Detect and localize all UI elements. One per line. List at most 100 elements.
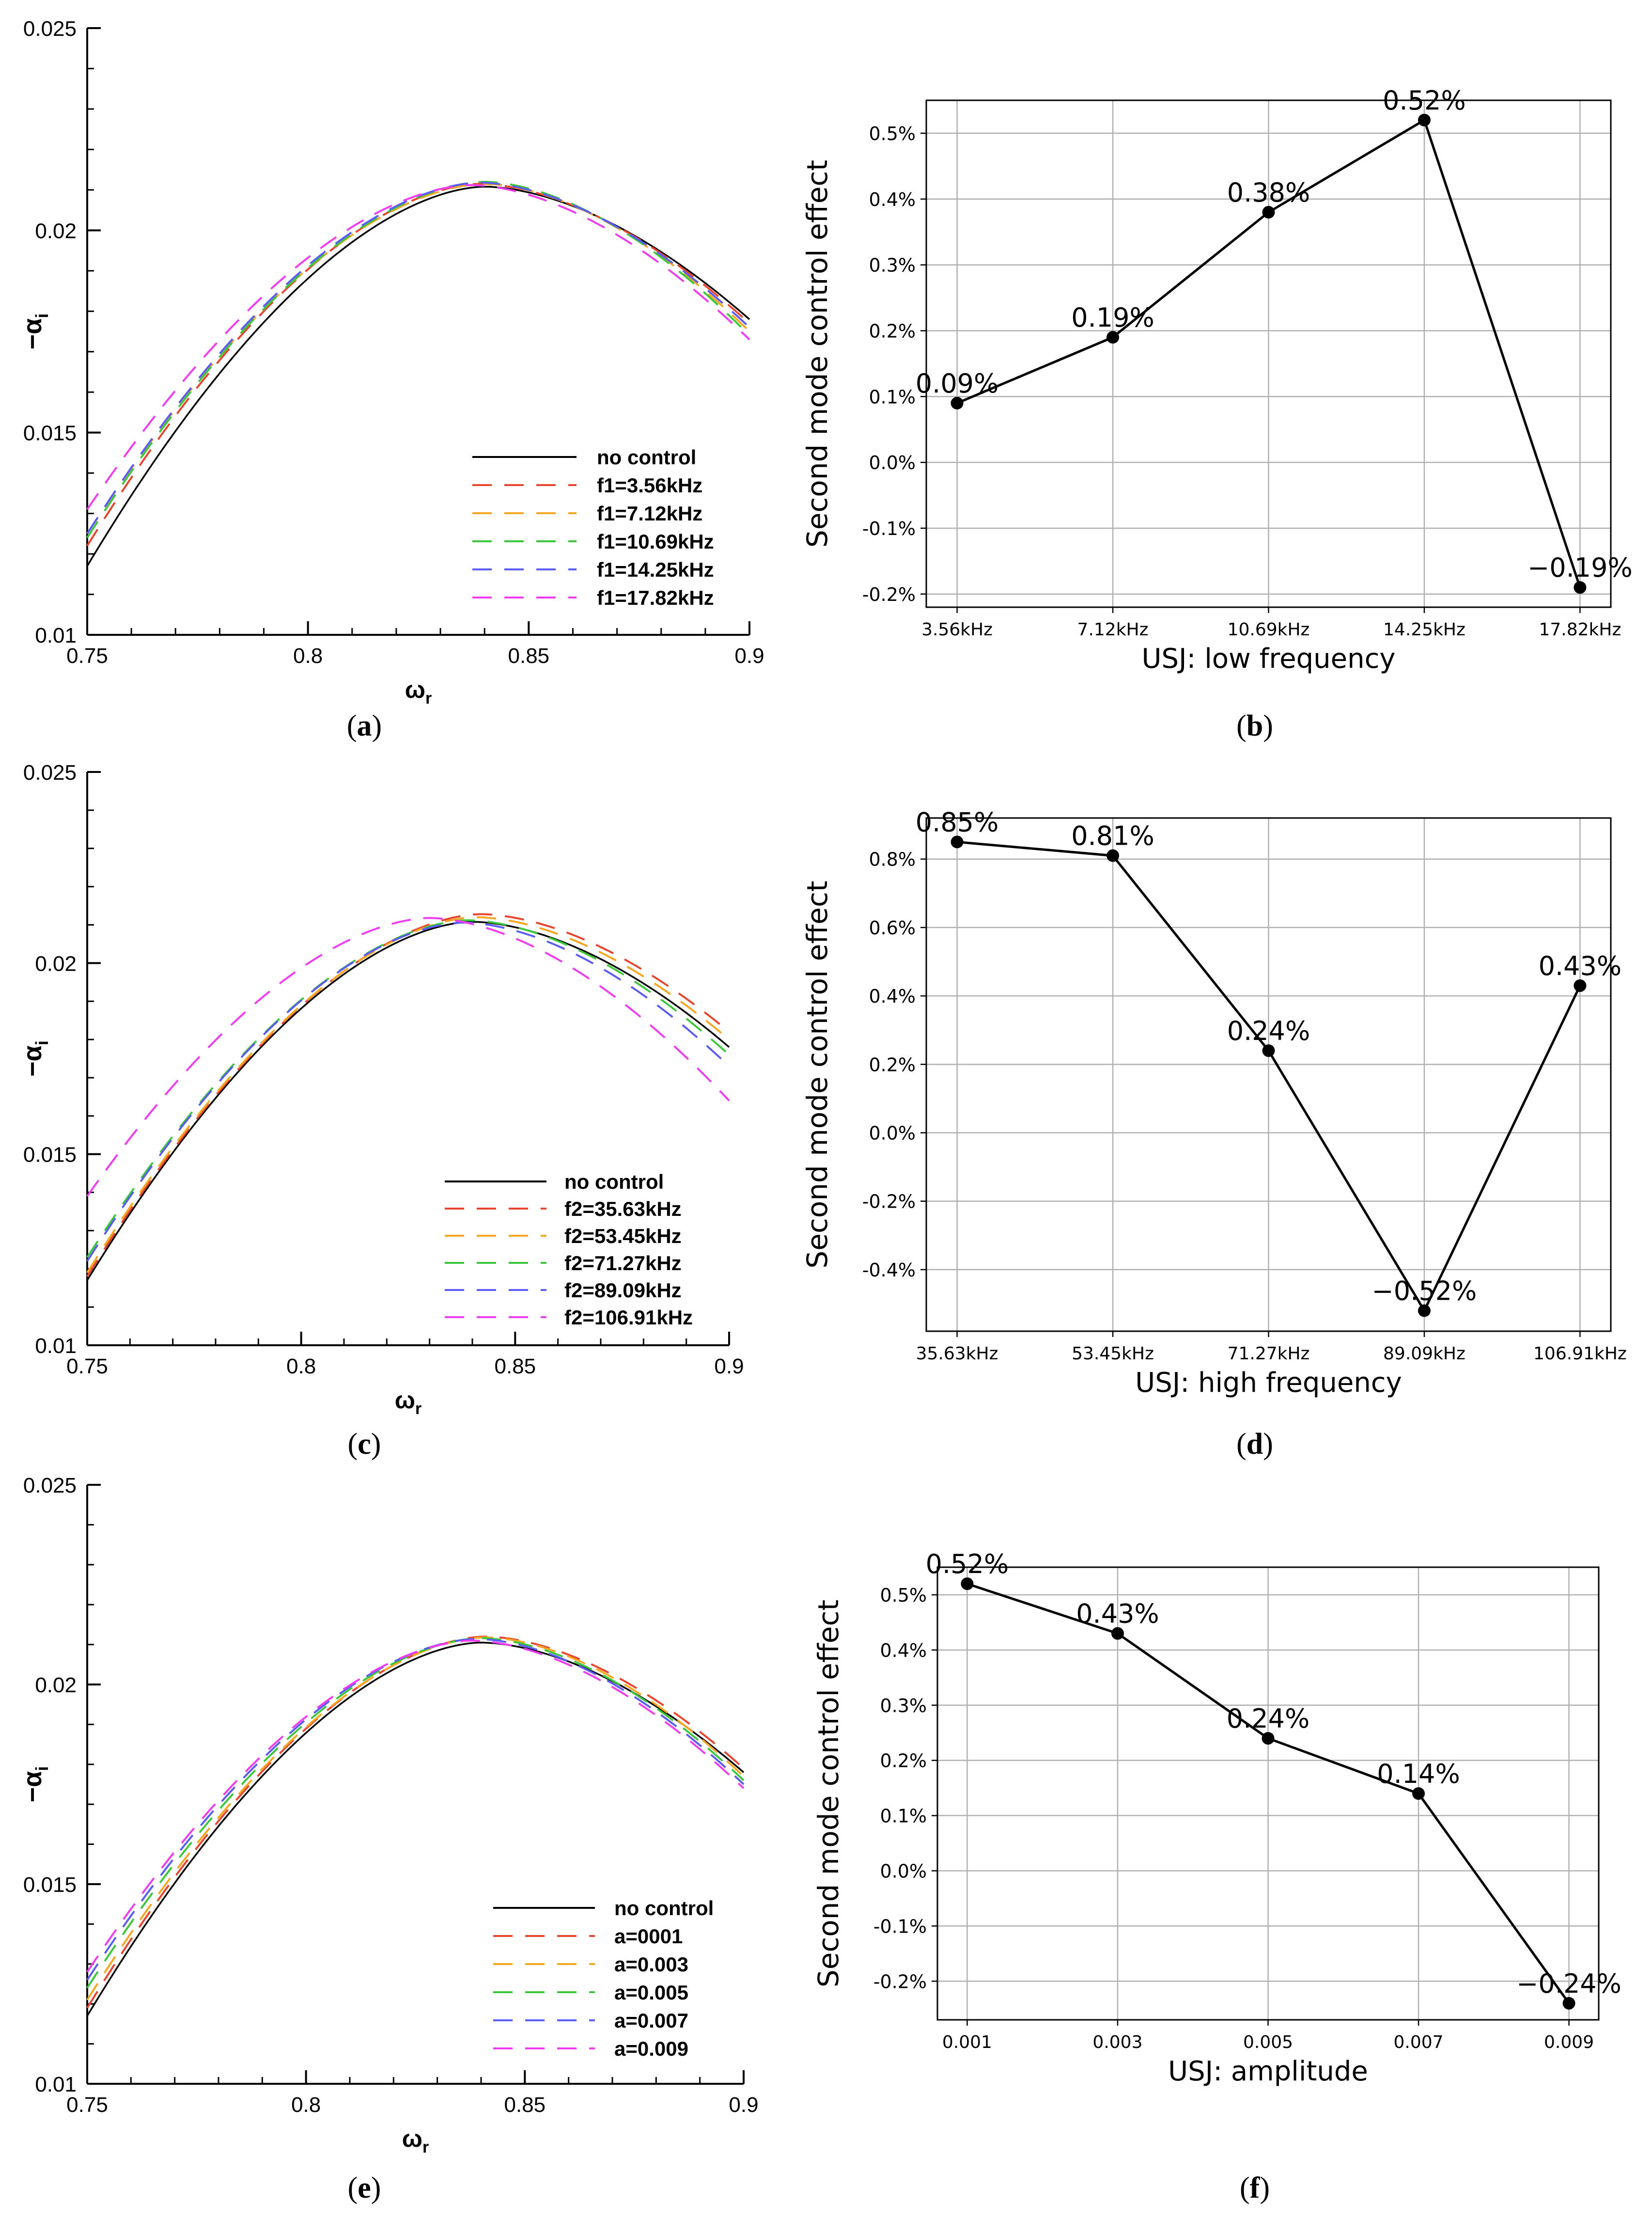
data-point (1111, 1627, 1124, 1640)
y-axis-label: Second mode control effect (801, 160, 834, 548)
panel-caption-d: (d) (1236, 1428, 1273, 1461)
data-point (1262, 205, 1275, 219)
y-tick-label: 0.025 (23, 761, 77, 785)
y-tick-label: 0.2% (869, 320, 916, 342)
series-line-4 (86, 181, 750, 535)
panel-caption-f: (f) (1240, 2172, 1270, 2204)
x-tick-label: 0.75 (66, 2093, 108, 2117)
data-label: −0.52% (1372, 1276, 1477, 1306)
data-point (1418, 113, 1431, 126)
panel-caption-e: (e) (348, 2172, 381, 2204)
data-label: 0.38% (1227, 177, 1310, 208)
y-tick-label: 0.1% (869, 386, 916, 408)
y-tick-label: 0.8% (869, 849, 916, 870)
y-tick-label: 0.1% (880, 1806, 927, 1827)
x-tick-label: 0.003 (1092, 2032, 1142, 2052)
y-tick-label: 0.025 (23, 1474, 77, 1497)
y-axis-label: Second mode control effect (801, 881, 834, 1268)
x-tick-label: 10.69kHz (1228, 620, 1310, 640)
data-label: 0.85% (916, 807, 999, 837)
data-point (1574, 581, 1587, 594)
y-tick-label: -0.2% (862, 584, 916, 605)
legend-label: f1=14.25kHz (597, 558, 714, 581)
y-tick-label: 0.025 (23, 17, 77, 41)
x-tick-label: 0.85 (508, 644, 550, 668)
y-tick-label: -0.1% (873, 1916, 927, 1937)
y-tick-label: 0.6% (869, 917, 916, 939)
y-tick-label: 0.015 (23, 1143, 77, 1167)
data-label: 0.09% (916, 368, 999, 399)
data-point (1574, 979, 1587, 992)
panel-d-chart: -0.4% -0.2% 0.0% 0.2% 0.4% 0.6% 0.8% 35.63kHz 53… (801, 807, 1627, 1399)
legend-label: f2=89.09kHz (564, 1279, 682, 1302)
y-tick-label: -0.2% (873, 1971, 927, 1992)
panel-c-chart: 0.01 0.015 0.02 0.025 0.75 0.8 0.85 0.9 ωr −αi no … (18, 761, 744, 1418)
x-tick-label: 0.001 (942, 2032, 992, 2052)
x-tick-label: 0.9 (734, 644, 764, 668)
legend-label: f1=3.56kHz (597, 474, 702, 497)
series-line-5 (86, 1639, 745, 1973)
legend-label: f1=17.82kHz (597, 586, 714, 609)
x-tick-label: 106.91kHz (1533, 1344, 1627, 1364)
data-point (1262, 1732, 1275, 1745)
legend-label: a=0001 (614, 1925, 683, 1948)
y-tick-label: 0.2% (869, 1054, 916, 1075)
panel-caption-c: (c) (348, 1428, 381, 1461)
x-tick-label: 0.8 (293, 644, 323, 668)
plot-frame (925, 817, 1612, 1332)
legend-label: no control (564, 1170, 664, 1193)
legend-label: f2=106.91kHz (564, 1306, 693, 1329)
data-label: 0.52% (1383, 85, 1466, 116)
data-point (1107, 331, 1120, 344)
plot-frame (936, 1566, 1600, 2021)
legend-label: no control (597, 446, 696, 469)
y-tick-label: 0.01 (35, 624, 77, 647)
panel-caption-a: (a) (347, 709, 382, 742)
series-line-0 (86, 921, 730, 1281)
legend-label: a=0.007 (614, 2009, 688, 2032)
x-tick-label: 0.007 (1394, 2032, 1444, 2052)
x-tick-label: 0.85 (504, 2093, 546, 2117)
y-axis-label: −αi (18, 1766, 52, 1803)
data-point (1107, 849, 1120, 862)
series-line-2 (86, 1636, 745, 2001)
data-point (951, 396, 964, 409)
y-tick-label: 0.015 (23, 422, 77, 445)
x-axis-label: USJ: low frequency (1141, 643, 1395, 675)
y-tick-label: 0.01 (35, 1334, 77, 1358)
x-tick-label: 0.8 (291, 2093, 321, 2117)
y-tick-label: -0.4% (862, 1259, 916, 1281)
legend-label: a=0.005 (614, 1981, 688, 2004)
data-label: 0.14% (1377, 1759, 1460, 1789)
data-label: 0.19% (1071, 302, 1154, 333)
y-tick-label: 0.02 (35, 1673, 77, 1697)
y-tick-label: 0.0% (869, 452, 916, 473)
data-point (1418, 1304, 1431, 1317)
y-tick-label: 0.4% (880, 1640, 927, 1661)
panel-b-chart: -0.2% -0.1% 0.0% 0.1% 0.2% 0.3% 0.4% 0.5% 3.56kH… (801, 85, 1633, 675)
y-tick-label: 0.3% (869, 255, 916, 276)
x-tick-label: 71.27kHz (1228, 1344, 1310, 1364)
y-tick-label: 0.4% (869, 189, 916, 210)
x-axis-label: ωr (402, 2125, 429, 2156)
data-label: 0.43% (1076, 1599, 1159, 1629)
y-tick-label: 0.0% (869, 1123, 916, 1144)
series-line-3 (86, 1637, 745, 1989)
data-label: 0.24% (1227, 1703, 1310, 1734)
y-tick-label: -0.2% (862, 1191, 916, 1212)
legend-label: f1=7.12kHz (597, 502, 702, 525)
legend-label: f2=53.45kHz (564, 1225, 682, 1247)
panel-f-chart: -0.2% -0.1% 0.0% 0.1% 0.2% 0.3% 0.4% 0.5% 0.001 0… (812, 1549, 1621, 2087)
series-line-5 (86, 184, 750, 510)
data-point (1412, 1787, 1425, 1800)
y-axis-label: Second mode control effect (812, 1600, 845, 1987)
legend-label: f2=71.27kHz (564, 1252, 682, 1275)
y-tick-label: 0.2% (880, 1750, 927, 1772)
series-line-4 (86, 921, 730, 1262)
data-label: 0.81% (1071, 821, 1154, 851)
series-line-3 (86, 181, 750, 538)
data-label: 0.52% (926, 1549, 1009, 1579)
series-line-5 (86, 917, 730, 1197)
y-tick-label: 0.01 (35, 2073, 77, 2096)
